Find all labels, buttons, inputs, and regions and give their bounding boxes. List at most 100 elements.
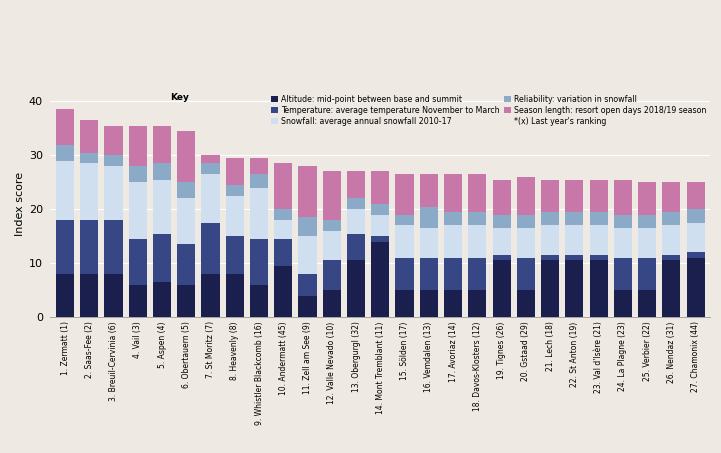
Bar	[274, 209, 293, 220]
Bar	[420, 258, 438, 290]
Bar	[274, 266, 293, 317]
Bar	[80, 220, 98, 274]
Bar	[492, 215, 510, 228]
Bar	[492, 260, 510, 317]
Bar	[614, 258, 632, 290]
Bar	[565, 212, 583, 226]
Y-axis label: Index score: Index score	[14, 172, 25, 236]
Bar	[226, 236, 244, 274]
Bar	[468, 290, 487, 317]
Bar	[201, 155, 220, 164]
Bar	[371, 215, 389, 236]
Bar	[105, 274, 123, 317]
Bar	[153, 282, 171, 317]
Bar	[226, 196, 244, 236]
Bar	[201, 223, 220, 274]
Bar	[177, 285, 195, 317]
Bar	[250, 285, 268, 317]
Bar	[492, 179, 510, 215]
Bar	[590, 260, 608, 317]
Legend: Altitude: mid-point between base and summit, Temperature: average temperature No: Altitude: mid-point between base and sum…	[272, 95, 707, 126]
Bar	[565, 226, 583, 255]
Bar	[638, 258, 656, 290]
Bar	[663, 182, 681, 212]
Bar	[80, 164, 98, 220]
Bar	[663, 255, 681, 260]
Bar	[371, 241, 389, 317]
Bar	[541, 212, 559, 226]
Bar	[153, 164, 171, 179]
Bar	[541, 260, 559, 317]
Bar	[298, 166, 317, 217]
Bar	[468, 226, 487, 258]
Bar	[468, 174, 487, 212]
Bar	[444, 290, 462, 317]
Bar	[153, 179, 171, 233]
Bar	[105, 125, 123, 155]
Bar	[56, 161, 74, 220]
Bar	[347, 260, 365, 317]
Bar	[323, 220, 341, 231]
Bar	[323, 172, 341, 220]
Bar	[396, 290, 414, 317]
Bar	[177, 182, 195, 198]
Bar	[347, 172, 365, 198]
Bar	[323, 260, 341, 290]
Bar	[686, 209, 704, 223]
Text: Key: Key	[170, 93, 189, 102]
Bar	[226, 185, 244, 196]
Bar	[517, 228, 535, 258]
Bar	[468, 212, 487, 226]
Bar	[396, 215, 414, 226]
Bar	[517, 290, 535, 317]
Bar	[517, 258, 535, 290]
Bar	[396, 226, 414, 258]
Bar	[153, 233, 171, 282]
Bar	[177, 198, 195, 244]
Bar	[298, 236, 317, 274]
Bar	[517, 215, 535, 228]
Bar	[444, 212, 462, 226]
Bar	[250, 239, 268, 285]
Bar	[468, 258, 487, 290]
Bar	[590, 179, 608, 212]
Bar	[56, 220, 74, 274]
Bar	[250, 158, 268, 174]
Bar	[663, 260, 681, 317]
Bar	[517, 177, 535, 215]
Bar	[663, 226, 681, 255]
Bar	[201, 274, 220, 317]
Bar	[663, 212, 681, 226]
Bar	[226, 274, 244, 317]
Bar	[590, 212, 608, 226]
Bar	[541, 226, 559, 255]
Bar	[371, 204, 389, 215]
Bar	[686, 258, 704, 317]
Bar	[614, 179, 632, 215]
Bar	[614, 290, 632, 317]
Bar	[56, 145, 74, 161]
Bar	[420, 207, 438, 228]
Bar	[105, 166, 123, 220]
Bar	[201, 174, 220, 223]
Bar	[274, 220, 293, 239]
Bar	[686, 252, 704, 258]
Bar	[590, 255, 608, 260]
Bar	[177, 244, 195, 285]
Bar	[371, 172, 389, 204]
Bar	[347, 233, 365, 260]
Bar	[420, 228, 438, 258]
Bar	[347, 198, 365, 209]
Bar	[638, 215, 656, 228]
Bar	[177, 131, 195, 182]
Bar	[298, 217, 317, 236]
Bar	[105, 155, 123, 166]
Bar	[492, 228, 510, 255]
Bar	[128, 125, 147, 166]
Bar	[153, 125, 171, 164]
Bar	[396, 258, 414, 290]
Bar	[105, 220, 123, 274]
Bar	[347, 209, 365, 233]
Bar	[686, 223, 704, 252]
Bar	[80, 120, 98, 153]
